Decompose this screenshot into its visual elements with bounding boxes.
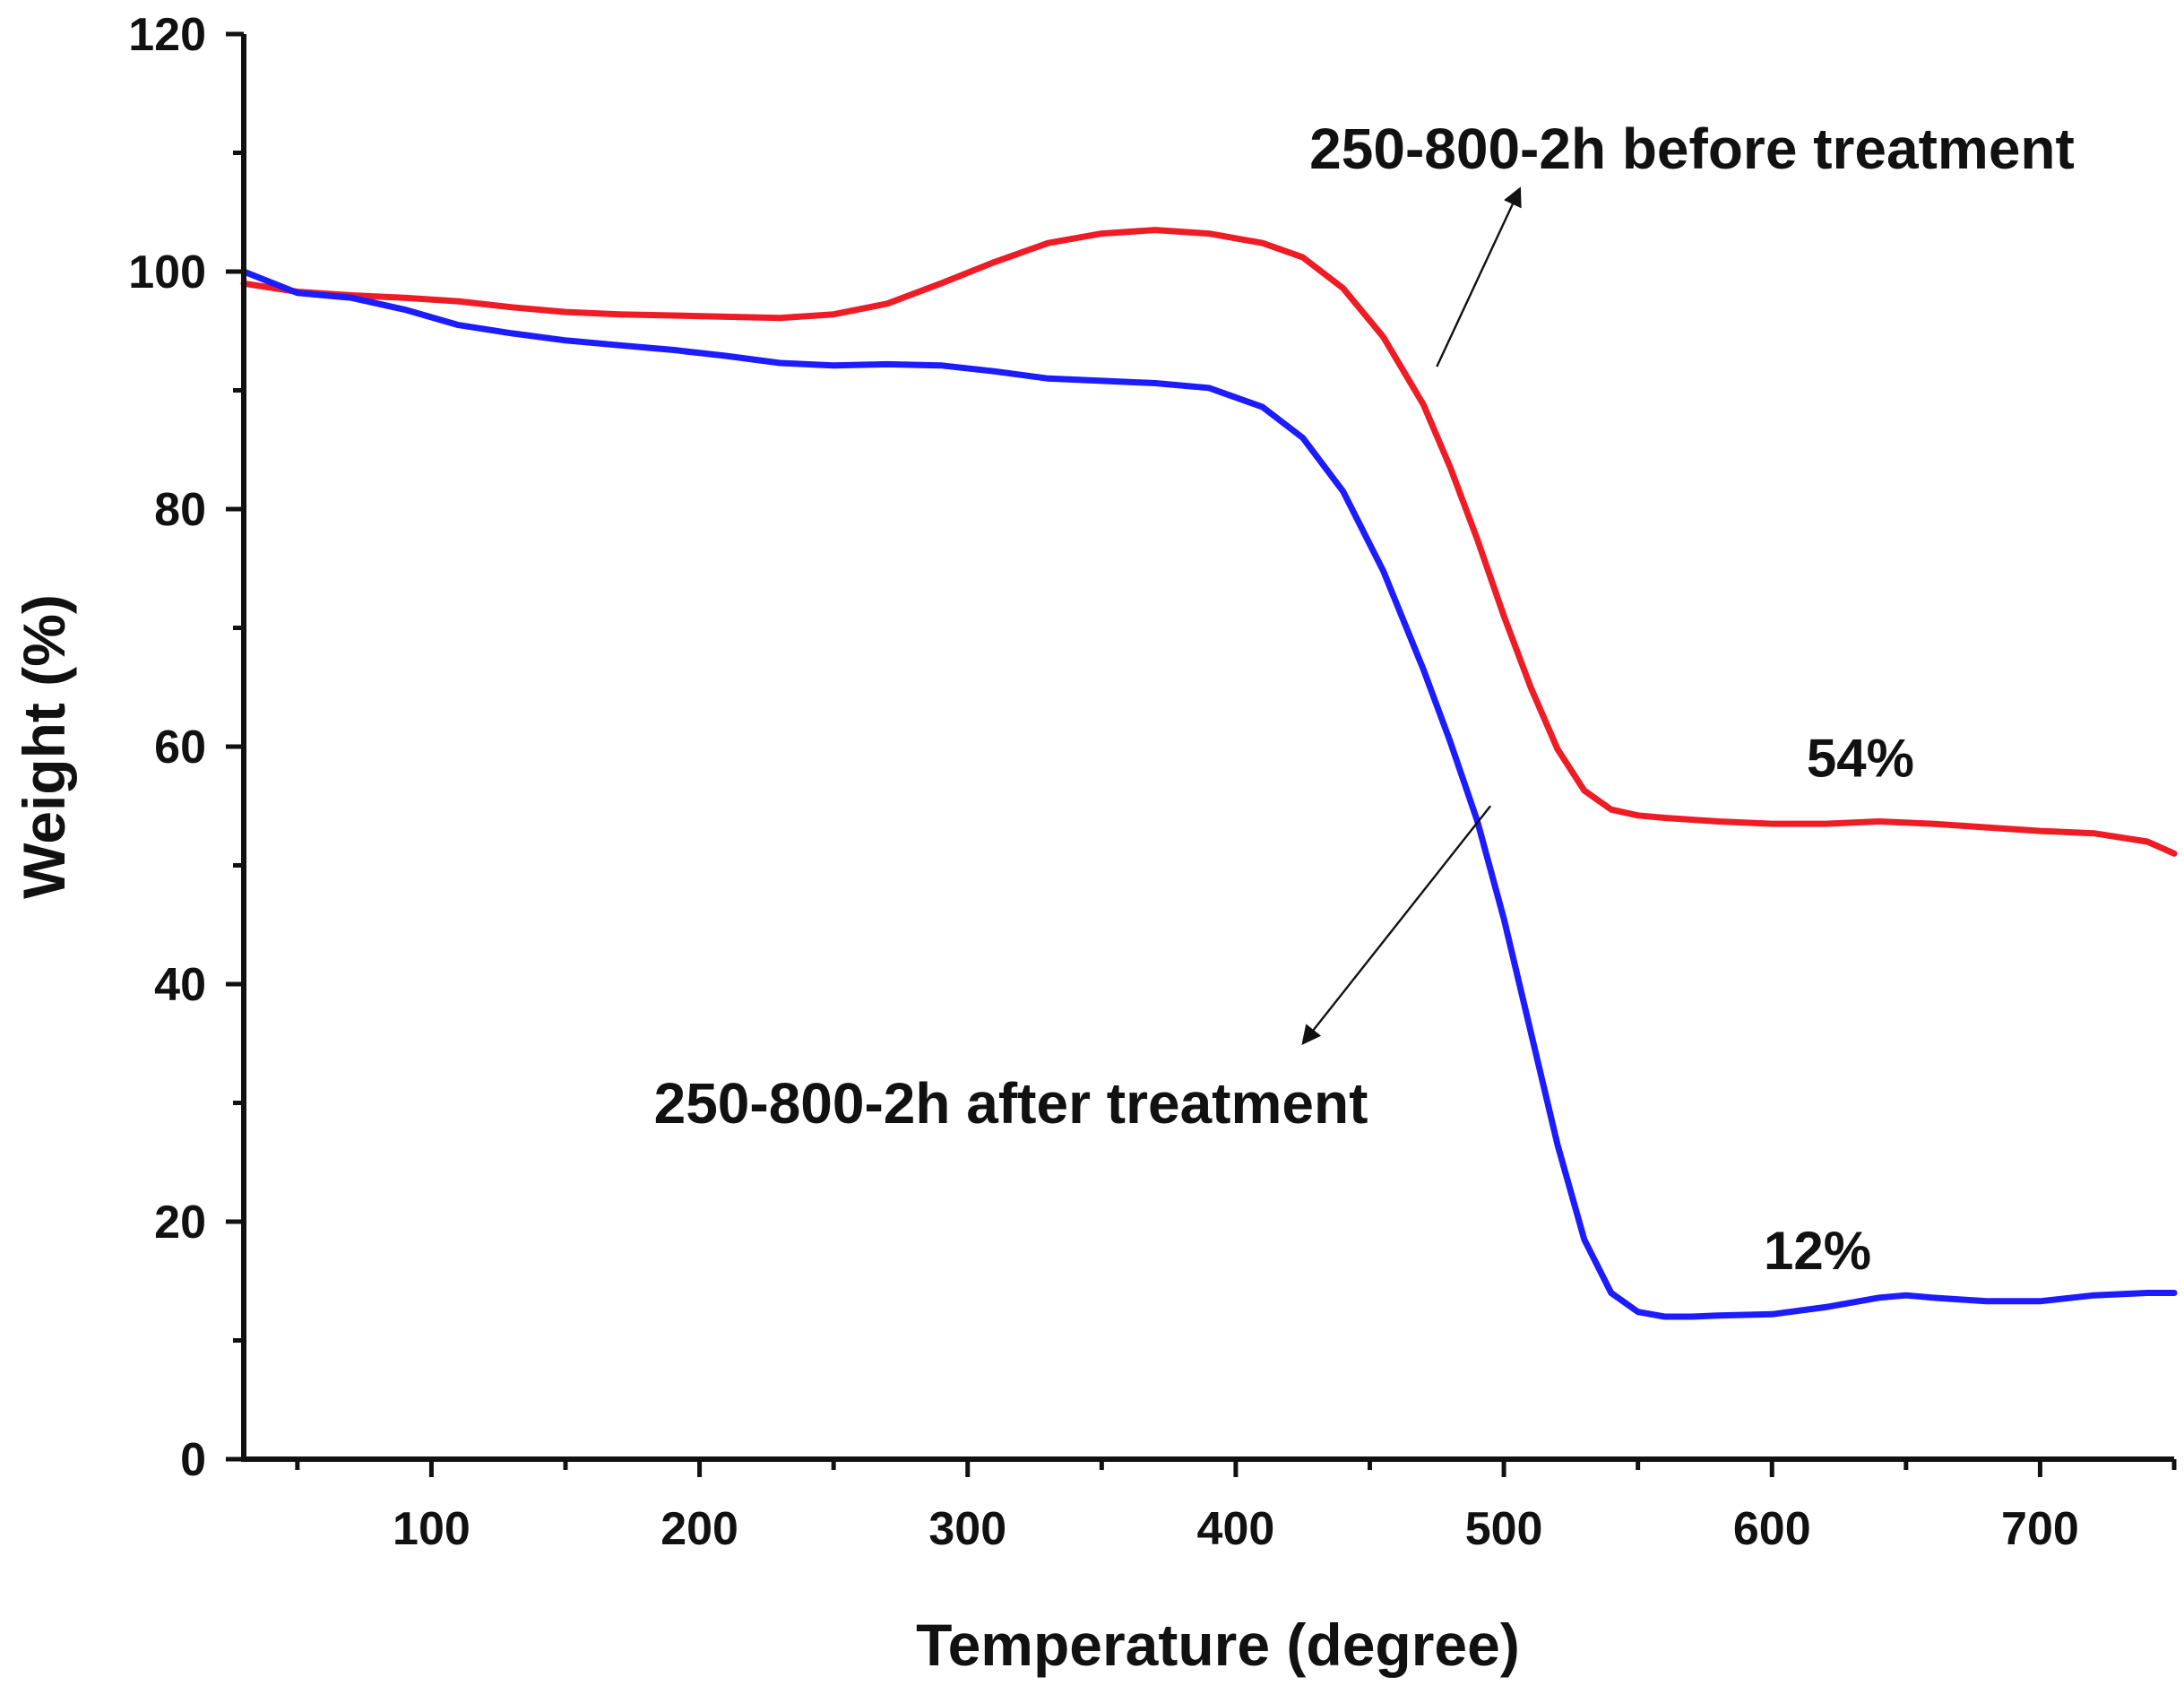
x-tick-label: 300 [928,1503,1006,1555]
arrow-after-treatment [1301,805,1492,1045]
annotation-after-treatment: 250-800-2h after treatment [654,1071,1368,1136]
series-line-before-treatment [240,227,2178,857]
x-tick-label: 200 [660,1503,738,1555]
y-tick-label: 100 [128,246,206,298]
y-tick-label: 80 [154,484,206,536]
y-axis-title: Weight (%) [11,594,77,899]
x-axis-title: Temperature (degree) [916,1612,1520,1678]
series-line-after-treatment [240,268,2178,1320]
series-layer [240,227,2178,1320]
x-tick-label: 700 [2001,1503,2079,1555]
arrow-before-treatment [1436,186,1522,367]
y-tick-label: 40 [154,959,206,1011]
x-tick-label: 500 [1465,1503,1543,1555]
y-tick-label: 20 [154,1197,206,1249]
y-tick-label: 120 [128,9,206,61]
y-tick-label: 60 [154,722,206,774]
residue-label-after: 12% [1764,1221,1871,1281]
x-tick-label: 400 [1197,1503,1275,1555]
y-tick-label: 0 [180,1434,206,1486]
ticks: 100 200 300 400 500 600 700 0 20 40 60 80 100 120 [128,9,2177,1555]
x-tick-label: 100 [393,1503,470,1555]
x-tick-label: 600 [1733,1503,1811,1555]
residue-label-before: 54% [1807,728,1914,788]
annotation-before-treatment: 250-800-2h before treatment [1309,117,2075,181]
